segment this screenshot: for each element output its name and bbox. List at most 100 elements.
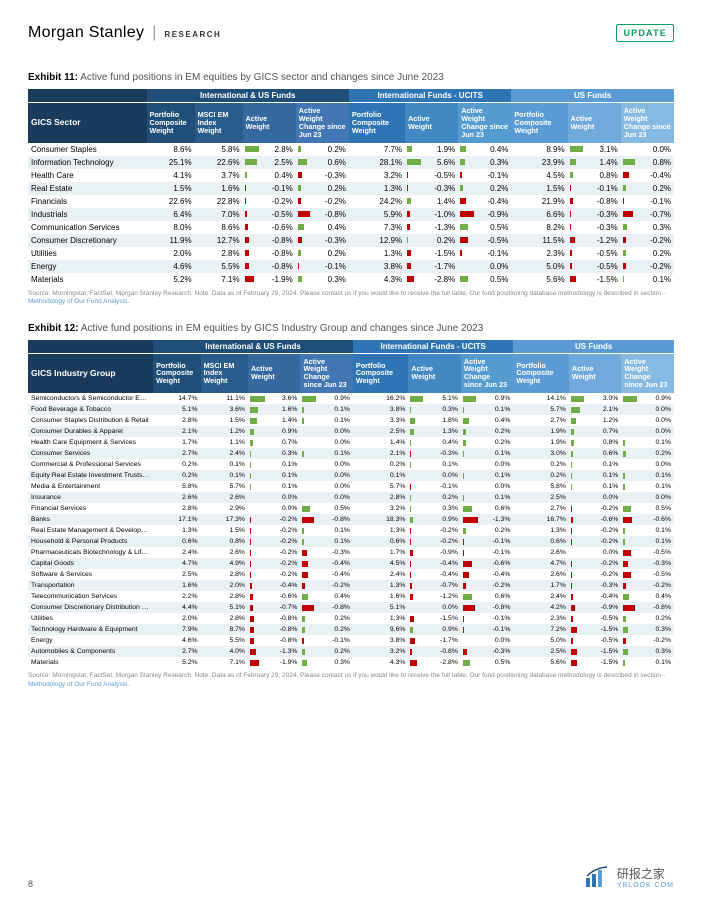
table-cell: 0.2% xyxy=(353,459,409,470)
table-cell: 1.8% xyxy=(408,415,460,426)
table-cell: -0.1% xyxy=(621,195,674,208)
table-cell: 0.0% xyxy=(621,143,674,156)
table-cell: 0.6% xyxy=(461,503,513,514)
group-header: International & US Funds xyxy=(147,89,349,103)
table-cell: Capital Goods xyxy=(28,558,153,569)
table-cell: 0.7% xyxy=(248,437,300,448)
table-cell: 2.8% xyxy=(153,503,200,514)
col-header: Portfolio Composite Weight xyxy=(511,103,567,143)
table-cell: 6.4% xyxy=(147,208,195,221)
exhibit11-title: Exhibit 11: Active fund positions in EM … xyxy=(28,72,674,83)
table-cell: Commercial & Professional Services xyxy=(28,459,153,470)
table-row: Real Estate Management & Development1.3%… xyxy=(28,525,674,536)
col-header: Active Weight xyxy=(248,353,300,393)
table-cell: 2.6% xyxy=(201,547,248,558)
col-header: Active Weight Change since Jun 23 xyxy=(296,103,349,143)
table-cell: 5.7% xyxy=(201,481,248,492)
table-cell: -0.4% xyxy=(248,580,300,591)
table-cell: 5.1% xyxy=(353,602,409,613)
table-cell: 1.5% xyxy=(147,182,195,195)
table-cell: -1.5% xyxy=(405,247,458,260)
table-cell: -0.5% xyxy=(621,569,674,580)
table-cell: -0.1% xyxy=(461,536,513,547)
table-cell: 5.0% xyxy=(511,260,567,273)
table-cell: -0.3% xyxy=(461,646,513,657)
table-cell: 0.0% xyxy=(458,260,511,273)
group-header: US Funds xyxy=(511,89,674,103)
table-cell: 0.6% xyxy=(296,156,349,169)
col-header: Active Weight Change since Jun 23 xyxy=(458,103,511,143)
table-cell: 5.5% xyxy=(201,635,248,646)
table-cell: Consumer Discretionary xyxy=(28,234,147,247)
table-cell: 2.0% xyxy=(153,613,200,624)
table-cell: 0.0% xyxy=(461,481,513,492)
table-cell: 17.3% xyxy=(201,514,248,525)
table-cell: 2.5% xyxy=(243,156,296,169)
table-cell: 0.2% xyxy=(513,470,569,481)
table-cell: 1.9% xyxy=(513,437,569,448)
table-cell: 25.1% xyxy=(147,156,195,169)
table-cell: 0.2% xyxy=(296,182,349,195)
table-cell: 1.3% xyxy=(513,525,569,536)
table-cell: -1.3% xyxy=(405,221,458,234)
group-header: International Funds - UCITS xyxy=(353,340,513,354)
table-cell: -0.3% xyxy=(296,169,349,182)
table-cell: 0.3% xyxy=(300,657,352,668)
table-cell: 1.3% xyxy=(353,580,409,591)
table-cell: Technology Hardware & Equipment xyxy=(28,624,153,635)
table-cell: 7.9% xyxy=(153,624,200,635)
table-row: Communication Services8.0%8.6%-0.6%0.4%7… xyxy=(28,221,674,234)
table-cell: 1.2% xyxy=(569,415,621,426)
table-row: Consumer Services2.7%2.4%0.3%0.1%2.1%-0.… xyxy=(28,448,674,459)
table-cell: -0.9% xyxy=(569,602,621,613)
table-cell: -1.9% xyxy=(248,657,300,668)
table-cell: 2.8% xyxy=(201,569,248,580)
table-cell: 22.6% xyxy=(147,195,195,208)
table-cell: 5.5% xyxy=(195,260,243,273)
brand-separator: | xyxy=(152,24,156,42)
table-cell: 0.4% xyxy=(621,591,674,602)
table-row: Household & Personal Products0.6%0.8%-0.… xyxy=(28,536,674,547)
col-header: MSCI EM Index Weight xyxy=(195,103,243,143)
table-cell: 0.1% xyxy=(569,481,621,492)
table-cell: 0.3% xyxy=(621,221,674,234)
table-cell: 0.3% xyxy=(458,156,511,169)
methodology-link-2[interactable]: Methodology of Our Fund Analysis. xyxy=(28,681,129,688)
table-cell: Media & Entertainment xyxy=(28,481,153,492)
table-row: Materials5.2%7.1%-1.9%0.3%4.3%-2.8%0.5%5… xyxy=(28,273,674,286)
table-row: Pharmaceuticals Biotechnology & Life Sci… xyxy=(28,547,674,558)
table-cell: -0.2% xyxy=(621,580,674,591)
table-cell: -0.8% xyxy=(461,602,513,613)
table-cell: -0.3% xyxy=(300,547,352,558)
table-cell: Health Care xyxy=(28,169,147,182)
table-cell: 2.0% xyxy=(201,580,248,591)
table-cell: -0.2% xyxy=(569,525,621,536)
table-cell: 2.7% xyxy=(153,646,200,657)
table-row: Energy4.6%5.5%-0.8%-0.1%3.8%-1.7%0.0%5.0… xyxy=(28,260,674,273)
table-cell: 21.9% xyxy=(511,195,567,208)
table-cell: 5.8% xyxy=(513,481,569,492)
table-cell: 1.6% xyxy=(353,591,409,602)
table-cell: 0.1% xyxy=(201,459,248,470)
col-header: Portfolio Composite Weight xyxy=(353,353,409,393)
table-cell: 8.6% xyxy=(195,221,243,234)
table-cell: 0.0% xyxy=(621,426,674,437)
table-row: Food Beverage & Tobacco5.1%3.6%1.6%0.1%3… xyxy=(28,404,674,415)
table-cell: 0.1% xyxy=(461,448,513,459)
table-cell: -0.3% xyxy=(408,448,460,459)
table-cell: -0.1% xyxy=(461,613,513,624)
table-cell: -0.8% xyxy=(296,208,349,221)
table-cell: 3.6% xyxy=(201,404,248,415)
table-cell: 0.0% xyxy=(461,459,513,470)
exhibit12-caption-bold: Exhibit 12: xyxy=(28,323,79,334)
table-cell: 4.6% xyxy=(147,260,195,273)
table-cell: 0.2% xyxy=(296,143,349,156)
exhibit12-source: Source: Morningstar, FactSet, Morgan Sta… xyxy=(28,672,674,689)
methodology-link[interactable]: Methodology of Our Fund Analysis. xyxy=(28,298,129,305)
table-cell: 0.2% xyxy=(513,459,569,470)
table-cell: -0.8% xyxy=(300,514,352,525)
table-cell: 0.2% xyxy=(153,470,200,481)
table-cell: -0.8% xyxy=(248,624,300,635)
table-cell: 12.9% xyxy=(349,234,405,247)
table-cell: 22.8% xyxy=(195,195,243,208)
